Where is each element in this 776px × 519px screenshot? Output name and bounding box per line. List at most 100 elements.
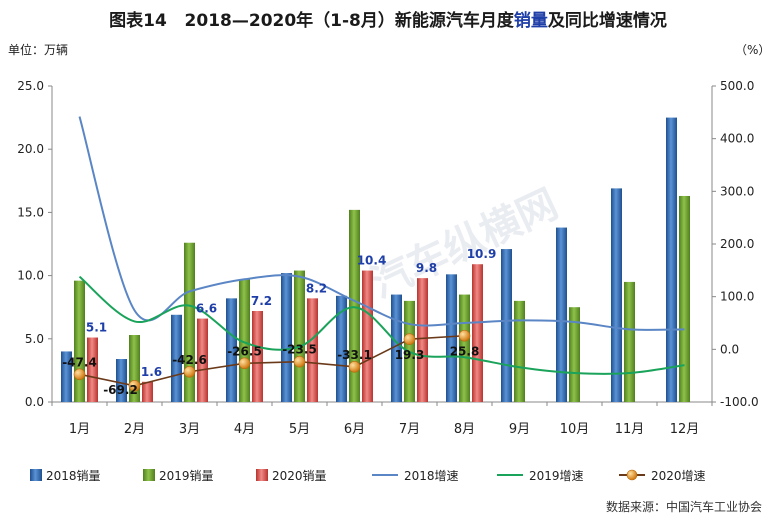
legend-label: 2019增速 — [529, 469, 584, 483]
bar-2018销量 — [281, 273, 292, 402]
bar-2018销量 — [171, 314, 182, 402]
right-tick-label: -100.0 — [720, 395, 759, 409]
x-tick-label: 4月 — [234, 422, 255, 437]
bar-2018销量 — [116, 359, 127, 402]
bar-2018销量 — [666, 117, 677, 402]
right-axis-unit: （%） — [735, 43, 770, 57]
bar-2019销量 — [514, 300, 525, 402]
marker-2020增速 — [293, 355, 306, 368]
bar-2018销量 — [611, 188, 622, 402]
x-tick-label: 5月 — [289, 422, 310, 437]
line-data-label: 25.8 — [450, 345, 480, 359]
title-prefix: 图表14 — [109, 11, 167, 31]
line-2018增速 — [78, 116, 685, 331]
bar-2020销量 — [307, 298, 318, 402]
bar-2020销量 — [142, 381, 153, 402]
left-tick-label: 10.0 — [17, 269, 44, 283]
line-data-label: -26.5 — [227, 344, 262, 358]
legend-label: 2020销量 — [272, 469, 327, 483]
bar-data-label: 1.6 — [141, 365, 162, 379]
bar-2018销量 — [61, 351, 72, 402]
bar-2019销量 — [294, 270, 305, 402]
right-tick-label: 300.0 — [720, 184, 754, 198]
right-tick-label: 400.0 — [720, 132, 754, 146]
bar-2018销量 — [336, 295, 347, 402]
line-data-label: -23.5 — [282, 343, 317, 357]
bar-2019销量 — [349, 209, 360, 402]
left-tick-label: 5.0 — [25, 332, 44, 346]
line-data-label: -42.6 — [172, 353, 207, 367]
bar-2020销量 — [252, 310, 263, 402]
bar-2019销量 — [129, 335, 140, 402]
x-tick-label: 1月 — [69, 422, 90, 437]
bar-2018销量 — [391, 294, 402, 402]
line-data-label: -47.4 — [62, 355, 97, 369]
bar-2018销量 — [501, 249, 512, 402]
bar-2020销量 — [362, 270, 373, 402]
bar-2020销量 — [472, 264, 483, 402]
left-tick-label: 0.0 — [25, 395, 44, 409]
x-tick-label: 3月 — [179, 422, 200, 437]
bar-2020销量 — [87, 337, 98, 402]
left-axis-unit: 单位：万辆 — [8, 42, 68, 57]
right-tick-label: 500.0 — [720, 79, 754, 93]
bar-2020销量 — [197, 318, 208, 402]
bar-2018销量 — [446, 274, 457, 402]
left-tick-label: 15.0 — [17, 205, 44, 219]
chart-title: 图表14 2018—2020年（1-8月）新能源汽车月度销量及同比增速情况 — [0, 6, 776, 31]
legend-swatch — [143, 469, 155, 481]
bar-data-label: 5.1 — [86, 321, 107, 335]
line-data-label: -33.1 — [337, 348, 372, 362]
bar-data-label: 10.9 — [467, 247, 497, 261]
legend-swatch — [30, 469, 42, 481]
right-tick-label: 200.0 — [720, 237, 754, 251]
legend-marker — [626, 469, 638, 481]
marker-2020增速 — [458, 329, 471, 342]
title-suffix: 及同比增速情况 — [547, 11, 667, 31]
bar-2019销量 — [459, 294, 470, 402]
marker-2020增速 — [403, 333, 416, 345]
marker-2020增速 — [348, 360, 361, 373]
left-tick-label: 25.0 — [17, 79, 44, 93]
legend-swatch — [256, 469, 268, 481]
line-2019增速 — [78, 275, 685, 375]
x-tick-label: 7月 — [399, 422, 420, 437]
x-tick-label: 2月 — [124, 422, 145, 437]
bar-data-label: 10.4 — [357, 254, 387, 268]
line-data-label: 19.3 — [395, 348, 425, 362]
marker-2020增速 — [128, 379, 141, 392]
left-tick-label: 20.0 — [17, 142, 44, 156]
bar-2018销量 — [226, 298, 237, 402]
title-main: 2018—2020年（1-8月）新能源汽车月度 — [184, 11, 514, 31]
bar-2019销量 — [679, 195, 690, 402]
right-tick-label: 100.0 — [720, 290, 754, 304]
bar-data-label: 6.6 — [196, 302, 217, 316]
bar-2019销量 — [74, 280, 85, 402]
bar-2019销量 — [569, 307, 580, 402]
bar-2019销量 — [624, 281, 635, 402]
line-2020增速 — [79, 334, 465, 387]
x-tick-label: 11月 — [615, 422, 645, 437]
x-tick-label: 12月 — [670, 422, 700, 437]
x-tick-label: 10月 — [560, 422, 590, 437]
legend-label: 2019销量 — [159, 469, 214, 483]
bar-2019销量 — [184, 242, 195, 402]
bar-2020销量 — [417, 278, 428, 402]
marker-2020增速 — [73, 368, 86, 381]
bar-2018销量 — [556, 227, 567, 402]
bar-data-label: 8.2 — [306, 281, 327, 295]
watermark: 汽车纵横网 — [364, 181, 565, 307]
line-data-label: -69.2 — [103, 383, 138, 397]
x-tick-label: 9月 — [509, 422, 530, 437]
bar-data-label: 7.2 — [251, 294, 272, 308]
legend-label: 2018增速 — [404, 469, 459, 483]
bar-data-label: 9.8 — [416, 261, 437, 275]
marker-2020增速 — [238, 357, 251, 370]
right-tick-label: 0.0 — [720, 342, 739, 356]
title-highlight: 销量 — [513, 11, 548, 31]
source-note: 数据来源：中国汽车工业协会 — [605, 500, 762, 514]
marker-2020增速 — [183, 365, 196, 378]
bar-2019销量 — [239, 279, 250, 402]
